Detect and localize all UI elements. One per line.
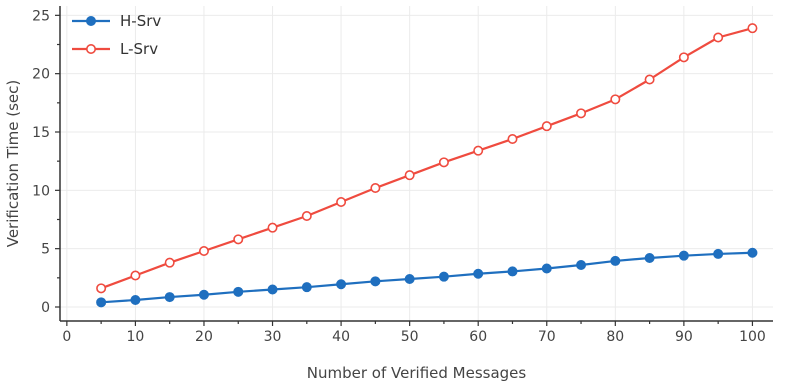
data-point-h-srv bbox=[541, 263, 552, 274]
data-point-h-srv bbox=[96, 297, 107, 308]
x-tick-label: 70 bbox=[538, 329, 556, 345]
y-axis-title: Verification Time (sec) bbox=[4, 80, 22, 248]
data-point-l-srv bbox=[438, 157, 449, 168]
series-line-h-srv bbox=[101, 251, 753, 304]
x-tick-label: 90 bbox=[675, 329, 693, 345]
data-point-l-srv bbox=[747, 23, 758, 34]
data-point-l-srv bbox=[336, 197, 347, 208]
grid bbox=[60, 6, 773, 321]
x-axis-title: Number of Verified Messages bbox=[307, 364, 527, 382]
y-tick-label: 15 bbox=[32, 125, 50, 141]
data-point-h-srv bbox=[678, 250, 689, 261]
data-point-l-srv bbox=[713, 32, 724, 43]
data-point-h-srv bbox=[164, 292, 175, 303]
x-tick-label: 50 bbox=[401, 329, 419, 345]
data-point-h-srv bbox=[233, 286, 244, 297]
data-point-h-srv bbox=[713, 248, 724, 259]
data-point-h-srv bbox=[370, 276, 381, 287]
data-point-l-srv bbox=[644, 74, 655, 85]
data-point-l-srv bbox=[404, 170, 415, 181]
data-point-h-srv bbox=[130, 294, 141, 305]
data-point-l-srv bbox=[301, 211, 312, 222]
data-point-l-srv bbox=[130, 270, 141, 281]
data-point-l-srv bbox=[267, 222, 278, 233]
legend-label-l-srv: L-Srv bbox=[120, 40, 158, 58]
series bbox=[96, 23, 758, 308]
legend-item-h-srv: H-Srv bbox=[72, 12, 161, 30]
legend-label-h-srv: H-Srv bbox=[120, 12, 161, 30]
x-tick-label: 20 bbox=[195, 329, 213, 345]
data-point-h-srv bbox=[747, 247, 758, 258]
legend-swatch-marker-l-srv bbox=[86, 43, 97, 54]
x-tick-label: 30 bbox=[264, 329, 282, 345]
x-tick-label: 80 bbox=[606, 329, 624, 345]
legend-item-l-srv: L-Srv bbox=[72, 40, 158, 58]
data-point-h-srv bbox=[644, 253, 655, 264]
series-line-l-srv bbox=[100, 27, 753, 290]
data-point-h-srv bbox=[610, 255, 621, 266]
legend-swatch-marker-h-srv bbox=[86, 15, 97, 26]
data-point-l-srv bbox=[678, 52, 689, 63]
data-point-l-srv bbox=[507, 134, 518, 145]
data-point-h-srv bbox=[267, 284, 278, 295]
x-tick-label: 40 bbox=[332, 329, 350, 345]
data-point-h-srv bbox=[438, 271, 449, 282]
y-tick-label: 0 bbox=[41, 300, 50, 316]
data-point-h-srv bbox=[507, 266, 518, 277]
data-point-l-srv bbox=[576, 108, 587, 119]
data-point-h-srv bbox=[198, 289, 209, 300]
x-tick-label: 10 bbox=[126, 329, 144, 345]
data-point-l-srv bbox=[370, 183, 381, 194]
data-point-l-srv bbox=[164, 257, 175, 268]
y-tick-label: 5 bbox=[41, 242, 50, 258]
data-point-l-srv bbox=[473, 145, 484, 156]
y-tick-label: 25 bbox=[32, 8, 50, 24]
data-point-h-srv bbox=[576, 259, 587, 270]
y-tick-label: 10 bbox=[32, 183, 50, 199]
data-point-h-srv bbox=[336, 279, 347, 290]
x-tick-label: 0 bbox=[62, 329, 71, 345]
axes: 0 10 20 30 40 50 60 70 80 90 100 0 5 10 15 20 25 bbox=[32, 6, 773, 345]
data-point-h-srv bbox=[473, 268, 484, 279]
y-tick-label: 20 bbox=[32, 67, 50, 83]
series-h-srv bbox=[96, 247, 758, 308]
data-point-l-srv bbox=[541, 121, 552, 132]
x-tick-label: 100 bbox=[739, 329, 766, 345]
data-point-l-srv bbox=[233, 234, 244, 245]
legend: H-Srv L-Srv bbox=[72, 12, 161, 58]
x-tick-label: 60 bbox=[469, 329, 487, 345]
data-point-h-srv bbox=[404, 273, 415, 284]
data-point-l-srv bbox=[198, 246, 209, 257]
series-l-srv bbox=[96, 23, 758, 294]
data-point-l-srv bbox=[96, 283, 107, 294]
data-point-h-srv bbox=[301, 282, 312, 293]
data-point-l-srv bbox=[610, 94, 621, 105]
